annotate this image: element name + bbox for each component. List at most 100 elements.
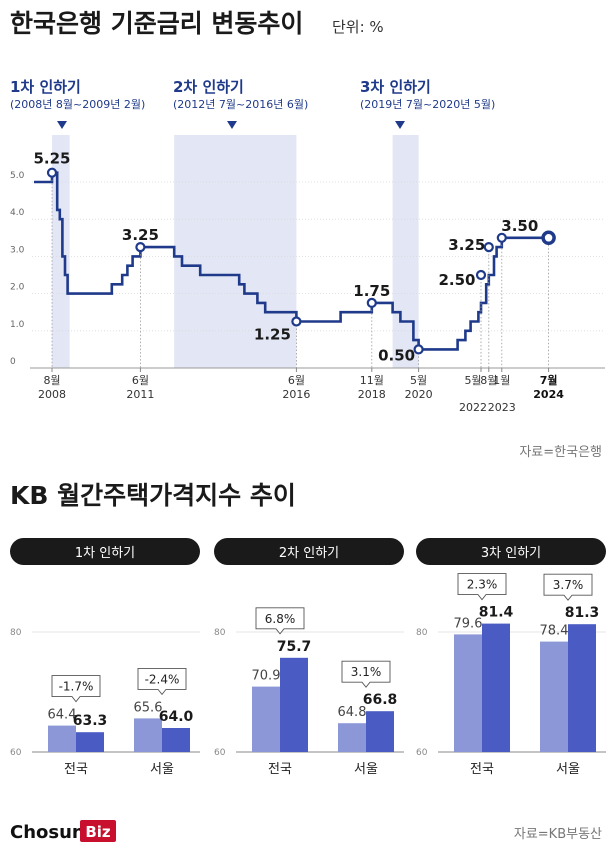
cut-period-shade bbox=[392, 135, 419, 368]
cut-period-range: (2008년 8월~2009년 2월) bbox=[10, 98, 145, 111]
panel-header-label: 3차 인하기 bbox=[481, 546, 541, 561]
rate-marker bbox=[413, 344, 424, 355]
x-tick-year: 2023 bbox=[488, 401, 516, 414]
rate-marker bbox=[475, 269, 487, 281]
change-callout bbox=[51, 675, 101, 703]
change-value: 6.8% bbox=[265, 612, 296, 626]
bar-before-value: 70.9 bbox=[252, 669, 281, 684]
bar-after bbox=[162, 728, 190, 752]
cut-period-range: (2019년 7월~2020년 5월) bbox=[360, 98, 495, 111]
x-tick-month: 6월 bbox=[132, 374, 149, 387]
bar-category-label: 서울 bbox=[556, 762, 580, 777]
x-tick-month: 6월 bbox=[288, 374, 305, 387]
panel-header-label: 1차 인하기 bbox=[75, 546, 135, 561]
bar-after bbox=[280, 657, 308, 752]
y-tick-label: 0 bbox=[10, 357, 16, 367]
bar-category-label: 전국 bbox=[470, 762, 494, 777]
bar-before bbox=[454, 634, 482, 752]
change-callout bbox=[255, 607, 305, 635]
bar-before bbox=[540, 641, 568, 752]
rate-value-label: 3.50 bbox=[501, 217, 538, 235]
unit-label: 단위: % bbox=[332, 18, 384, 36]
y-tick-label: 3.0 bbox=[10, 245, 25, 255]
x-tick-month: 1월 bbox=[493, 374, 510, 387]
cut-period-arrow bbox=[395, 121, 405, 129]
logo-badge-text: Biz bbox=[85, 823, 111, 841]
change-value: -2.4% bbox=[145, 672, 180, 686]
interest-rate-line-chart: 5.0 4.0 3.0 2.0 1.0 0 1차 인하기 (2008년 8월~2009년 2월… bbox=[10, 78, 605, 414]
chosunbiz-logo: Chosun Biz bbox=[10, 820, 116, 843]
cut-period-arrow bbox=[227, 121, 237, 129]
bar-after-value: 81.3 bbox=[565, 605, 600, 621]
rate-value-label: 3.25 bbox=[122, 226, 159, 244]
bar-chart-source: 자료=KB부동산 bbox=[514, 827, 602, 842]
bar-before-value: 64.8 bbox=[338, 705, 367, 720]
bar-after bbox=[482, 623, 510, 752]
rate-value-label: 1.75 bbox=[353, 282, 390, 300]
bar-after-value: 64.0 bbox=[159, 709, 194, 725]
bar-section-title: KB 월간주택가격지수 추이 bbox=[10, 481, 296, 510]
rate-marker bbox=[135, 242, 146, 253]
y-tick-label: 2.0 bbox=[10, 283, 25, 293]
x-tick-year: 2020 bbox=[405, 388, 433, 401]
change-value: -1.7% bbox=[59, 680, 94, 694]
bar-before bbox=[134, 718, 162, 752]
bar-before bbox=[48, 725, 76, 752]
cut-period-arrow bbox=[57, 121, 67, 129]
bar-category-label: 전국 bbox=[268, 762, 292, 777]
bar-y-tick: 80 bbox=[416, 628, 428, 638]
cut-period-label: 2차 인하기 bbox=[173, 78, 244, 96]
rate-marker bbox=[496, 232, 507, 243]
bar-before-value: 78.4 bbox=[540, 624, 569, 639]
panel-header-label: 2차 인하기 bbox=[279, 546, 339, 561]
rate-marker bbox=[541, 230, 556, 246]
change-callout bbox=[341, 660, 391, 688]
x-tick-year: 2022 bbox=[459, 401, 487, 414]
bar-y-tick: 60 bbox=[416, 748, 428, 758]
bar-category-label: 서울 bbox=[150, 762, 174, 777]
rate-value-label: 2.50 bbox=[438, 271, 475, 289]
x-tick-month: 5월 bbox=[464, 374, 481, 387]
y-tick-label: 5.0 bbox=[10, 171, 25, 181]
panel-header-pill bbox=[416, 538, 606, 565]
logo-main-text: Chosun bbox=[10, 822, 85, 843]
bar-before-value: 79.6 bbox=[454, 616, 483, 631]
rate-marker bbox=[483, 242, 494, 253]
y-tick-label: 4.0 bbox=[10, 208, 25, 218]
x-tick-year: 2018 bbox=[358, 388, 386, 401]
bar-before bbox=[338, 723, 366, 752]
change-callout bbox=[137, 667, 187, 696]
rate-value-label: 1.25 bbox=[254, 326, 291, 344]
bar-before bbox=[252, 686, 280, 752]
panel-header-pill bbox=[214, 538, 404, 565]
bar-before-value: 65.6 bbox=[134, 700, 163, 715]
page-title: 한국은행 기준금리 변동추이 bbox=[10, 9, 303, 38]
bar-category-label: 서울 bbox=[354, 762, 378, 777]
x-tick-year: 2011 bbox=[126, 388, 154, 401]
rate-value-label: 5.25 bbox=[33, 150, 70, 168]
x-tick-month: 5월 bbox=[410, 374, 427, 387]
x-tick-month: 8월 bbox=[480, 374, 497, 387]
bar-category-label: 전국 bbox=[64, 762, 88, 777]
rate-marker bbox=[291, 316, 302, 327]
x-tick-year: 2016 bbox=[282, 388, 310, 401]
change-callout bbox=[457, 573, 507, 601]
bar-y-tick: 60 bbox=[10, 748, 22, 758]
cut-period-label: 1차 인하기 bbox=[10, 78, 81, 96]
rate-marker bbox=[46, 167, 58, 178]
cut-period-label: 3차 인하기 bbox=[360, 78, 431, 96]
y-tick-label: 1.0 bbox=[10, 320, 25, 330]
change-value: 2.3% bbox=[467, 578, 498, 592]
x-tick-month: 7월 bbox=[540, 373, 558, 387]
rate-value-label: 0.50 bbox=[378, 346, 415, 364]
bar-y-tick: 80 bbox=[214, 628, 226, 638]
logo-badge bbox=[80, 820, 116, 842]
bar-y-tick: 60 bbox=[214, 748, 226, 758]
bar-after-value: 81.4 bbox=[479, 605, 514, 621]
bar-after bbox=[568, 624, 596, 752]
x-tick-month: 8월 bbox=[43, 374, 60, 387]
cut-period-range: (2012년 7월~2016년 6월) bbox=[173, 98, 308, 111]
bar-after-value: 63.3 bbox=[73, 713, 108, 729]
bar-after-value: 75.7 bbox=[277, 639, 312, 655]
x-tick-year: 2024 bbox=[533, 388, 564, 401]
